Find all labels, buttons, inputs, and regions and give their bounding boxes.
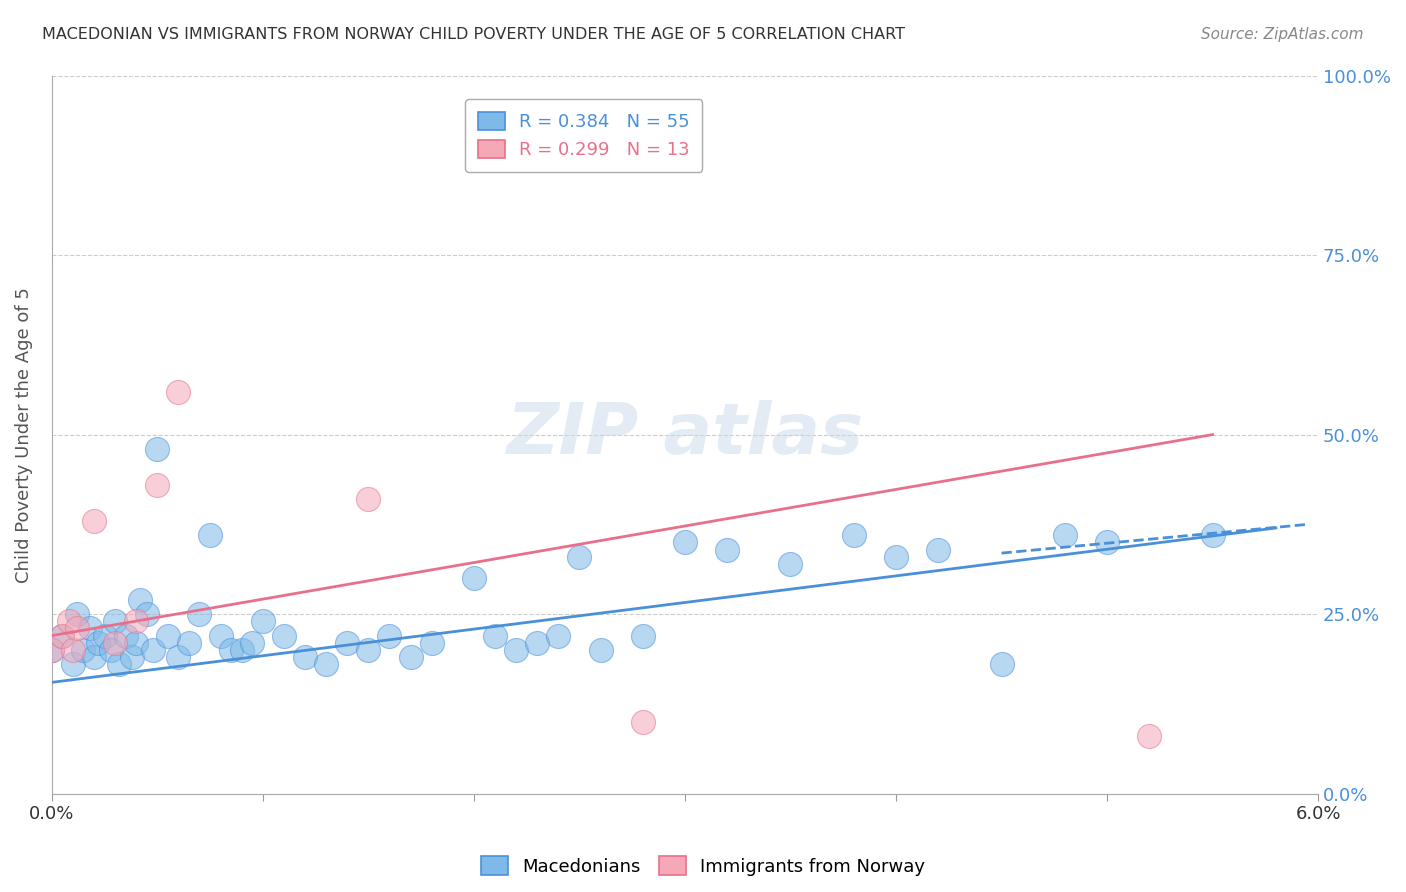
Point <box>526 636 548 650</box>
Point <box>41 643 63 657</box>
Point <box>129 592 152 607</box>
Text: Source: ZipAtlas.com: Source: ZipAtlas.com <box>1201 27 1364 42</box>
Point <box>357 643 380 657</box>
Point <box>420 636 443 650</box>
Text: ZIP atlas: ZIP atlas <box>506 401 863 469</box>
Point <box>66 622 89 636</box>
Point <box>146 478 169 492</box>
Point <box>484 629 506 643</box>
Point <box>167 650 190 665</box>
Point <box>568 549 591 564</box>
Point <box>779 557 801 571</box>
Legend: R = 0.384   N = 55, R = 0.299   N = 13: R = 0.384 N = 55, R = 0.299 N = 13 <box>465 99 703 172</box>
Point <box>114 629 136 643</box>
Point <box>125 636 148 650</box>
Point <box>716 542 738 557</box>
Point <box>252 615 274 629</box>
Point <box>884 549 907 564</box>
Y-axis label: Child Poverty Under the Age of 5: Child Poverty Under the Age of 5 <box>15 286 32 582</box>
Point <box>990 657 1012 672</box>
Point <box>142 643 165 657</box>
Point <box>87 636 110 650</box>
Point <box>927 542 949 557</box>
Point <box>104 636 127 650</box>
Point <box>1095 535 1118 549</box>
Point <box>146 442 169 456</box>
Point <box>240 636 263 650</box>
Point <box>156 629 179 643</box>
Point <box>463 571 485 585</box>
Point <box>188 607 211 621</box>
Point <box>51 629 73 643</box>
Point <box>336 636 359 650</box>
Point <box>547 629 569 643</box>
Point <box>294 650 316 665</box>
Point <box>177 636 200 650</box>
Point <box>357 492 380 507</box>
Point <box>315 657 337 672</box>
Point <box>1137 729 1160 743</box>
Point <box>231 643 253 657</box>
Point <box>83 514 105 528</box>
Point <box>1201 528 1223 542</box>
Point <box>219 643 242 657</box>
Point <box>62 643 84 657</box>
Point <box>125 615 148 629</box>
Point <box>72 643 94 657</box>
Point <box>104 615 127 629</box>
Point <box>62 657 84 672</box>
Point <box>273 629 295 643</box>
Point <box>121 650 143 665</box>
Point <box>378 629 401 643</box>
Point <box>167 384 190 399</box>
Point <box>58 615 80 629</box>
Point <box>83 650 105 665</box>
Text: MACEDONIAN VS IMMIGRANTS FROM NORWAY CHILD POVERTY UNDER THE AGE OF 5 CORRELATIO: MACEDONIAN VS IMMIGRANTS FROM NORWAY CHI… <box>42 27 905 42</box>
Point <box>842 528 865 542</box>
Point <box>631 629 654 643</box>
Point <box>1053 528 1076 542</box>
Point <box>673 535 696 549</box>
Point <box>66 607 89 621</box>
Point <box>135 607 157 621</box>
Point <box>631 714 654 729</box>
Point <box>100 643 122 657</box>
Point <box>108 657 131 672</box>
Point <box>41 643 63 657</box>
Point <box>198 528 221 542</box>
Point <box>51 629 73 643</box>
Point <box>505 643 527 657</box>
Point <box>93 629 115 643</box>
Point <box>79 622 101 636</box>
Point <box>589 643 612 657</box>
Point <box>399 650 422 665</box>
Point <box>209 629 232 643</box>
Legend: Macedonians, Immigrants from Norway: Macedonians, Immigrants from Norway <box>474 849 932 883</box>
